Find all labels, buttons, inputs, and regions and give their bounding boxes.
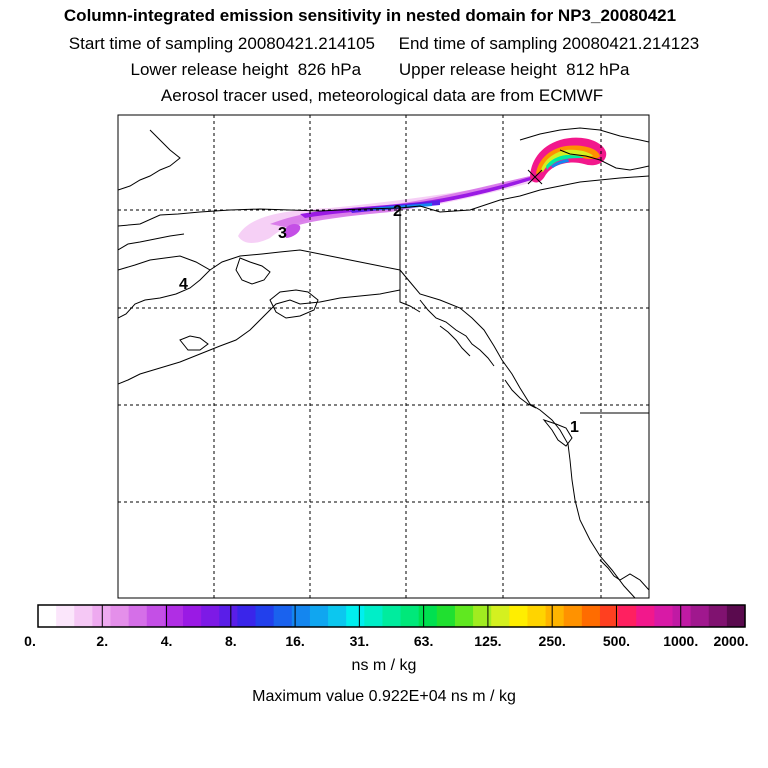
colorbar-swatch: [164, 605, 184, 627]
colorbar-swatch: [599, 605, 619, 627]
colorbar-swatch: [128, 605, 148, 627]
tracer-info-line: Aerosol tracer used, meteorological data…: [160, 86, 604, 105]
colorbar-swatch: [74, 605, 93, 627]
colorbar-swatch: [690, 605, 710, 627]
colorbar-swatch: [382, 605, 402, 627]
colorbar-swatch: [581, 605, 601, 627]
colorbar-swatch: [473, 605, 492, 627]
plot-title: Column-integrated emission sensitivity i…: [63, 6, 677, 25]
day-label-3: 3: [278, 225, 287, 242]
colorbar-tick-label: 16.: [285, 633, 305, 649]
colorbar-swatch: [291, 605, 311, 627]
colorbar-swatch: [255, 605, 275, 627]
colorbar-swatch: [309, 605, 329, 627]
day-label-4: 4: [179, 276, 188, 293]
colorbar-swatch: [92, 605, 112, 627]
colorbar-swatch: [708, 605, 728, 627]
colorbar-swatch: [454, 605, 474, 627]
day-label-2: 2: [393, 203, 402, 220]
colorbar-tick-label: 4.: [160, 633, 173, 649]
colorbar-tick-label: 250.: [538, 633, 566, 649]
colorbar-tick-label: 31.: [349, 633, 370, 649]
colorbar-tick-label: 500.: [602, 633, 631, 649]
colorbar-swatch: [563, 605, 583, 627]
colorbar-swatch: [201, 605, 220, 627]
colorbar-swatch: [527, 605, 547, 627]
colorbar-swatch: [183, 605, 202, 627]
colorbar-tick-label: 2000.: [713, 633, 749, 649]
colorbar-swatch: [38, 605, 57, 627]
colorbar-swatch: [56, 605, 75, 627]
colorbar-swatch: [654, 605, 674, 627]
colorbar-swatch: [346, 605, 365, 627]
colorbar-swatch: [328, 605, 347, 627]
colorbar-tick-label: 63.: [413, 633, 434, 649]
colorbar-swatch: [400, 605, 420, 627]
colorbar-swatch: [110, 605, 130, 627]
colorbar: [37, 604, 746, 628]
map-frame: [117, 114, 650, 599]
coastlines: [118, 127, 649, 598]
colorbar-tick-label: 2.: [96, 633, 109, 649]
colorbar-tick-label: 125.: [474, 633, 502, 649]
day-label-1: 1: [570, 419, 579, 436]
colorbar-tick-label: 0.: [24, 633, 36, 649]
colorbar-tick-label: 1000.: [663, 633, 699, 649]
colorbar-swatch: [618, 605, 637, 627]
colorbar-swatch: [545, 605, 565, 627]
colorbar-swatch: [273, 605, 293, 627]
colorbar-swatch: [146, 605, 166, 627]
colorbar-swatch: [726, 605, 746, 627]
colorbar-swatch: [418, 605, 438, 627]
political-borders: [399, 208, 649, 414]
colorbar-swatch: [364, 605, 384, 627]
maximum-value-label: Maximum value 0.922E+04 ns m / kg: [252, 688, 516, 705]
colorbar-tick-label: 8.: [224, 633, 237, 649]
emission-sensitivity-plume: [238, 137, 607, 243]
colorbar-swatch: [436, 605, 456, 627]
colorbar-units: ns m / kg: [351, 657, 417, 674]
colorbar-swatch: [509, 605, 529, 627]
graticule: [118, 115, 649, 598]
release-height-line: Lower release height 826 hPa Upper relea…: [130, 60, 630, 79]
colorbar-swatch: [219, 605, 239, 627]
colorbar-swatch: [636, 605, 655, 627]
colorbar-swatch: [237, 605, 257, 627]
sampling-time-line: Start time of sampling 20080421.214105 E…: [68, 34, 700, 53]
colorbar-swatch: [672, 605, 692, 627]
colorbar-swatch: [491, 605, 510, 627]
